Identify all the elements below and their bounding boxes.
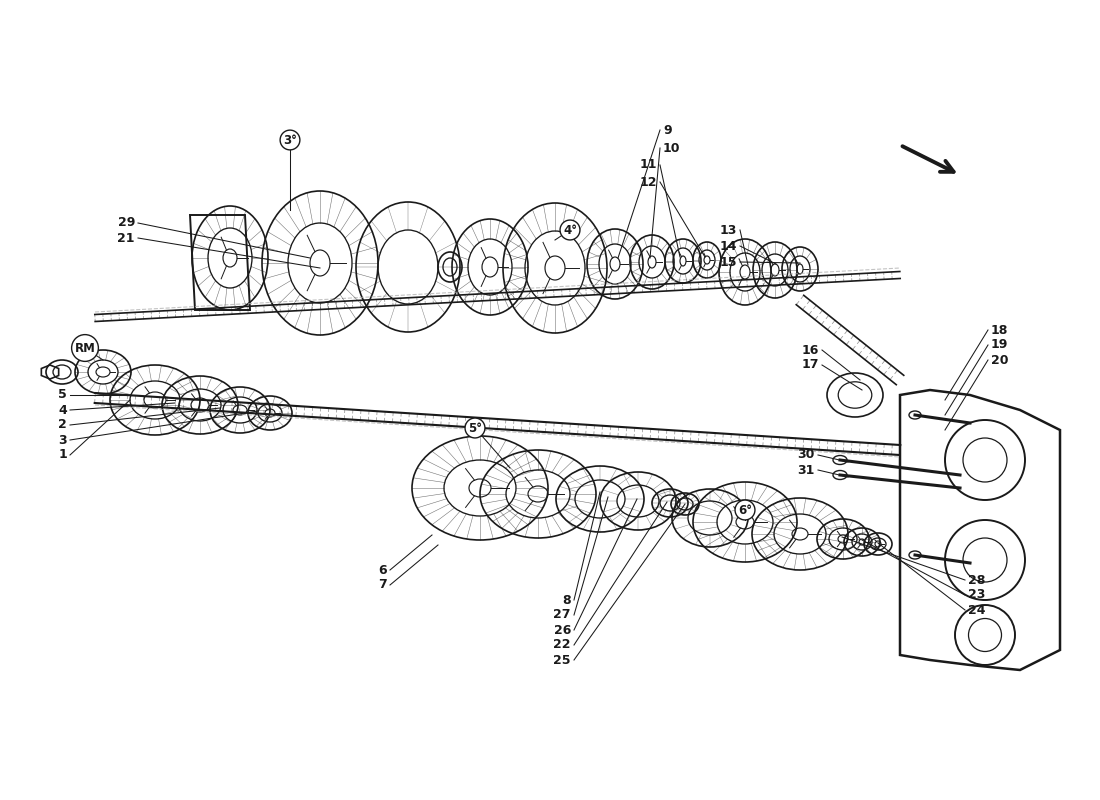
Text: RM: RM bbox=[75, 342, 96, 354]
Text: 19: 19 bbox=[991, 338, 1009, 351]
Text: 27: 27 bbox=[553, 609, 571, 622]
Text: 7: 7 bbox=[378, 578, 387, 591]
Text: 18: 18 bbox=[991, 323, 1009, 337]
Text: 3: 3 bbox=[58, 434, 67, 446]
Text: 2: 2 bbox=[58, 418, 67, 431]
Text: 30: 30 bbox=[798, 449, 815, 462]
Text: 25: 25 bbox=[553, 654, 571, 666]
Text: 4°: 4° bbox=[563, 223, 578, 237]
Text: 11: 11 bbox=[639, 158, 657, 171]
Text: 29: 29 bbox=[118, 217, 135, 230]
Text: 21: 21 bbox=[118, 231, 135, 245]
Text: 14: 14 bbox=[719, 239, 737, 253]
Text: 20: 20 bbox=[991, 354, 1009, 366]
Text: 12: 12 bbox=[639, 175, 657, 189]
Text: 16: 16 bbox=[802, 343, 820, 357]
Text: 23: 23 bbox=[968, 589, 986, 602]
Text: 28: 28 bbox=[968, 574, 986, 586]
Text: 13: 13 bbox=[719, 223, 737, 237]
Text: 1: 1 bbox=[58, 449, 67, 462]
Text: 6: 6 bbox=[378, 563, 387, 577]
Text: 10: 10 bbox=[663, 142, 681, 154]
Text: 17: 17 bbox=[802, 358, 820, 371]
Text: 22: 22 bbox=[553, 638, 571, 651]
Text: 9: 9 bbox=[663, 123, 672, 137]
Text: 15: 15 bbox=[719, 255, 737, 269]
Text: 5°: 5° bbox=[468, 422, 482, 434]
Text: 8: 8 bbox=[562, 594, 571, 606]
Text: 24: 24 bbox=[968, 603, 986, 617]
Text: 3°: 3° bbox=[283, 134, 297, 146]
Text: 4: 4 bbox=[58, 403, 67, 417]
Text: 5: 5 bbox=[58, 389, 67, 402]
Text: 31: 31 bbox=[798, 463, 815, 477]
Text: 6°: 6° bbox=[738, 503, 752, 517]
Text: 26: 26 bbox=[553, 623, 571, 637]
